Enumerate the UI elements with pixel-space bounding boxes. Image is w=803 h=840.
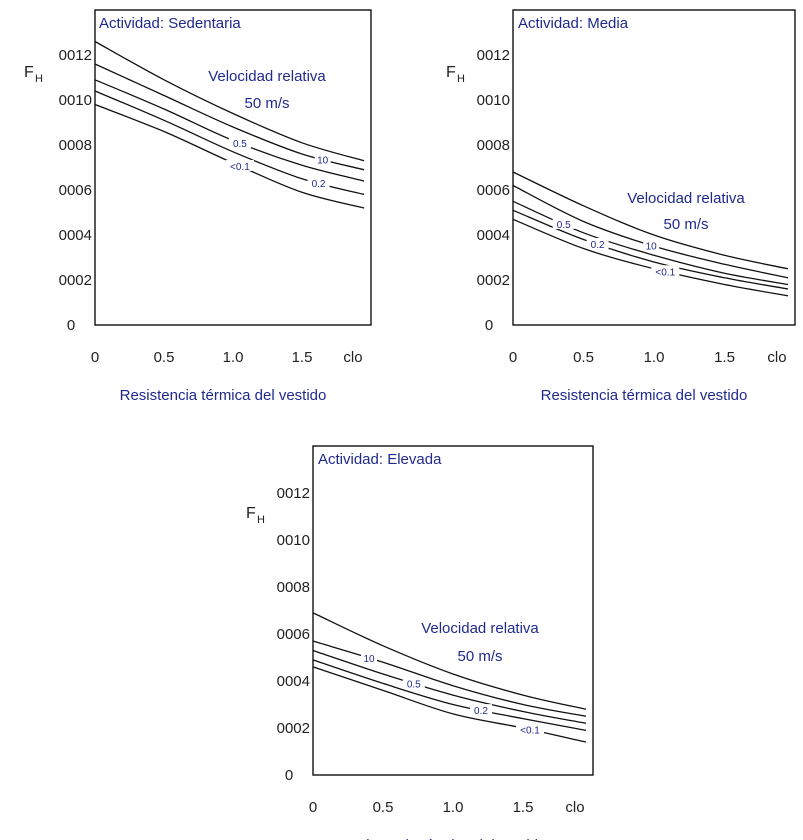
curve-label-bg xyxy=(586,238,609,249)
chart-title: Actividad: Media xyxy=(518,15,629,32)
curve-label: <0.1 xyxy=(230,162,250,173)
annotation-line-1: Velocidad relativa xyxy=(421,620,539,637)
curve-label-bg xyxy=(361,651,377,663)
curve-label-bg xyxy=(552,217,575,229)
curve-label: 0.2 xyxy=(312,179,326,190)
curve-label: 0.5 xyxy=(233,139,247,150)
chart-panel-2: Actividad: Media Velocidad relativa 50 m/s… xyxy=(446,9,796,404)
chart-panel-1: Actividad: Sedentaria Velocidad relativa 5… xyxy=(24,9,372,404)
x-axis-label: Resistencia térmica del vestido xyxy=(340,837,547,840)
y-tick-label: 0004 xyxy=(277,673,310,690)
curve-label-bg xyxy=(314,153,331,165)
y-tick-label: 0002 xyxy=(477,272,510,289)
y-axis-label-subscript: H xyxy=(35,73,43,85)
y-tick-label: 0008 xyxy=(277,579,310,596)
x-tick-label: clo xyxy=(565,799,584,816)
y-tick-label: 0008 xyxy=(59,137,92,154)
curve-label-bg xyxy=(643,239,660,251)
x-tick-label: 0.5 xyxy=(373,799,394,816)
x-tick-label: clo xyxy=(767,349,786,366)
curve-label: 0.2 xyxy=(474,706,488,717)
series-line-50 xyxy=(94,40,365,162)
y-tick-label: 0012 xyxy=(277,485,310,502)
curve-label-bg xyxy=(470,704,492,716)
y-tick-label: 0012 xyxy=(59,47,92,64)
x-tick-label: 1.5 xyxy=(714,349,735,366)
series-line-0_2 xyxy=(512,209,789,290)
curve-label-bg xyxy=(307,176,330,188)
x-axis-label: Resistencia térmica del vestido xyxy=(541,387,748,404)
chart-title: Actividad: Sedentaria xyxy=(99,15,241,32)
y-tick-label: 0008 xyxy=(477,137,510,154)
curve-label: <0.1 xyxy=(655,267,675,278)
series-line-0_5 xyxy=(312,649,587,724)
annotation-line-1: Velocidad relativa xyxy=(208,68,326,85)
annotation-line-2: 50 m/s xyxy=(663,216,708,233)
y-axis-label: F xyxy=(446,64,456,81)
curve-label-bg xyxy=(516,723,544,735)
y-axis-label-subscript: H xyxy=(457,73,465,85)
curve-label: 0.5 xyxy=(407,679,421,690)
curve-label: 10 xyxy=(317,155,329,166)
x-axis-label: Resistencia térmica del vestido xyxy=(120,387,327,404)
curve-label: <0.1 xyxy=(520,726,540,737)
x-tick-label: 1.5 xyxy=(513,799,534,816)
x-tick-label: 0 xyxy=(91,349,99,366)
y-tick-label: 0006 xyxy=(477,182,510,199)
y-tick-label: 0 xyxy=(67,317,75,334)
y-tick-label: 0010 xyxy=(477,92,510,109)
x-tick-label: 0 xyxy=(509,349,517,366)
series-line-10 xyxy=(312,640,587,717)
y-tick-label: 0012 xyxy=(477,47,510,64)
series-line-0_2 xyxy=(312,659,587,732)
x-tick-label: 1.0 xyxy=(443,799,464,816)
plot-frame xyxy=(94,9,372,326)
series-line-lt0_1 xyxy=(312,666,587,743)
chart-panel-3: Actividad: Elevada Velocidad relativa 50 m… xyxy=(246,445,594,840)
annotation-line-1: Velocidad relativa xyxy=(627,190,745,207)
y-tick-label: 0006 xyxy=(59,182,92,199)
x-tick-label: 0 xyxy=(309,799,317,816)
curve-label: 0.5 xyxy=(557,220,571,231)
x-tick-label: 1.0 xyxy=(223,349,244,366)
y-tick-label: 0004 xyxy=(477,227,510,244)
curve-label: 10 xyxy=(363,654,375,665)
curve-label-bg xyxy=(225,159,254,171)
plot-frame xyxy=(312,445,594,776)
plot-frame xyxy=(512,9,796,326)
y-tick-label: 0010 xyxy=(59,92,92,109)
series-line-50 xyxy=(312,612,587,710)
annotation-line-2: 50 m/s xyxy=(457,648,502,665)
y-axis-label: F xyxy=(246,505,256,522)
x-tick-label: 0.5 xyxy=(573,349,594,366)
x-tick-label: clo xyxy=(343,349,362,366)
annotation-line-2: 50 m/s xyxy=(244,95,289,112)
y-tick-label: 0004 xyxy=(59,227,92,244)
y-tick-label: 0010 xyxy=(277,532,310,549)
y-tick-label: 0002 xyxy=(59,272,92,289)
chart-title: Actividad: Elevada xyxy=(318,451,442,468)
curve-label: 10 xyxy=(646,241,658,252)
series-line-lt0_1 xyxy=(512,218,789,297)
y-tick-label: 0006 xyxy=(277,626,310,643)
y-tick-label: 0 xyxy=(485,317,493,334)
y-axis-label-subscript: H xyxy=(257,514,265,526)
y-axis-label: F xyxy=(24,64,34,81)
curve-label-bg xyxy=(402,677,425,689)
curve-label-bg xyxy=(228,136,251,148)
y-tick-label: 0002 xyxy=(277,720,310,737)
series-line-50 xyxy=(512,171,789,270)
x-tick-label: 1.5 xyxy=(292,349,313,366)
y-tick-label: 0 xyxy=(285,767,293,784)
curve-label: 0.2 xyxy=(591,240,605,251)
x-tick-label: 0.5 xyxy=(154,349,175,366)
curve-label-bg xyxy=(651,265,680,277)
x-tick-label: 1.0 xyxy=(644,349,665,366)
